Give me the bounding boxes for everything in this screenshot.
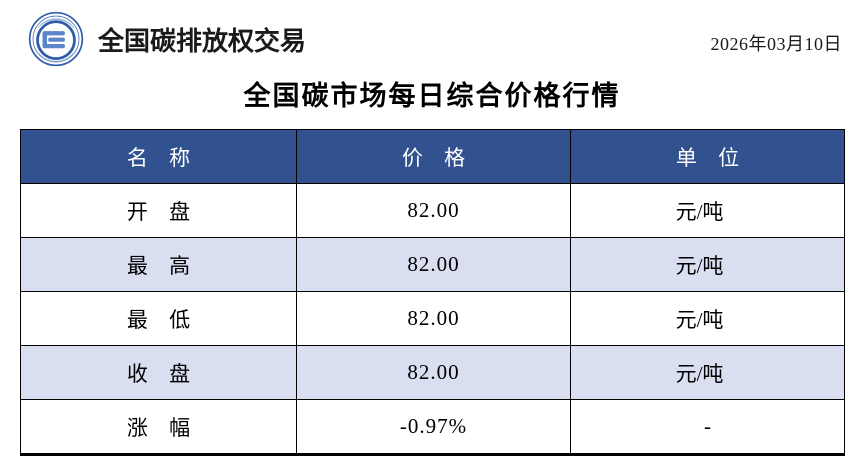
cell-name: 收 盘 [20, 345, 297, 400]
cell-unit: 元/吨 [570, 183, 845, 238]
cell-unit-text: 元/吨 [675, 307, 724, 332]
cell-price: 82.00 [296, 183, 571, 238]
table-row: 涨 幅 -0.97% - [20, 399, 845, 456]
cell-price: 82.00 [296, 345, 571, 400]
column-header-unit: 单 位 [570, 129, 845, 184]
brand-name: 全国碳排放权交易 [98, 26, 307, 57]
page-title: 全国碳市场每日综合价格行情 [243, 81, 621, 111]
cell-price: -0.97% [296, 399, 571, 456]
column-header-name: 名 称 [20, 129, 297, 184]
table-header-row: 名 称 价 格 单 位 [20, 129, 845, 184]
page-header: 全国碳排放权交易 2026年03月10日 [0, 0, 864, 78]
table-row: 开 盘 82.00 元/吨 [20, 183, 845, 238]
cell-unit: 元/吨 [570, 345, 845, 400]
carbon-exchange-emblem-icon [28, 11, 84, 67]
cell-name: 最 高 [20, 237, 297, 292]
cell-unit: 元/吨 [570, 237, 845, 292]
cell-price: 82.00 [296, 291, 571, 346]
table-head: 名 称 价 格 单 位 [20, 129, 845, 184]
cell-name: 涨 幅 [20, 399, 297, 456]
cell-unit-text: - [704, 414, 711, 438]
table-row: 最 高 82.00 元/吨 [20, 237, 845, 292]
cell-name: 最 低 [20, 291, 297, 346]
cell-unit-text: 元/吨 [675, 361, 724, 386]
cell-name: 开 盘 [20, 183, 297, 238]
cell-price: 82.00 [296, 237, 571, 292]
header-date: 2026年03月10日 [710, 34, 842, 54]
cell-unit: - [570, 399, 845, 456]
cell-unit-text: 元/吨 [675, 253, 724, 278]
table-row: 最 低 82.00 元/吨 [20, 291, 845, 346]
table-row: 收 盘 82.00 元/吨 [20, 345, 845, 400]
column-header-price: 价 格 [296, 129, 571, 184]
brand: 全国碳排放权交易 [28, 11, 306, 67]
cell-unit-text: 元/吨 [675, 199, 724, 224]
price-table-container: 名 称 价 格 单 位 开 盘 82.00 元/吨 最 高 82.00 元/吨 … [20, 129, 845, 456]
cell-unit: 元/吨 [570, 291, 845, 346]
price-table: 名 称 价 格 单 位 开 盘 82.00 元/吨 最 高 82.00 元/吨 … [20, 129, 845, 456]
table-body: 开 盘 82.00 元/吨 最 高 82.00 元/吨 最 低 82.00 元/… [20, 183, 845, 456]
